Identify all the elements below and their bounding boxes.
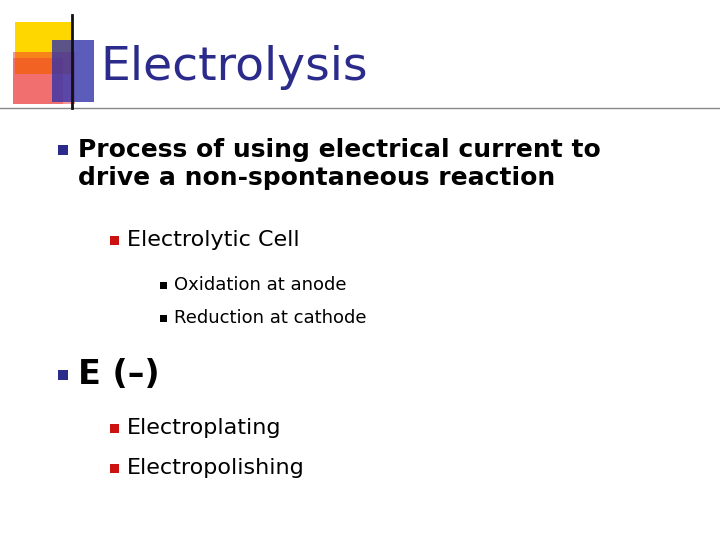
Bar [52,40,94,102]
Bar [110,464,119,473]
Bar [110,236,119,245]
Text: Process of using electrical current to: Process of using electrical current to [78,138,600,162]
Text: Electropolishing: Electropolishing [127,458,305,478]
Text: Electrolysis: Electrolysis [100,45,367,91]
Bar [58,145,68,155]
Bar [160,315,167,322]
Bar [110,424,119,433]
Text: Oxidation at anode: Oxidation at anode [174,276,346,294]
Bar [13,52,75,104]
Bar [15,22,73,74]
Bar [160,282,167,289]
Bar [58,370,68,380]
Text: drive a non-spontaneous reaction: drive a non-spontaneous reaction [78,166,555,190]
Text: E (–): E (–) [78,359,160,392]
Text: Electrolytic Cell: Electrolytic Cell [127,230,300,250]
Text: Electroplating: Electroplating [127,418,282,438]
Bar [13,58,63,104]
Text: Reduction at cathode: Reduction at cathode [174,309,366,327]
